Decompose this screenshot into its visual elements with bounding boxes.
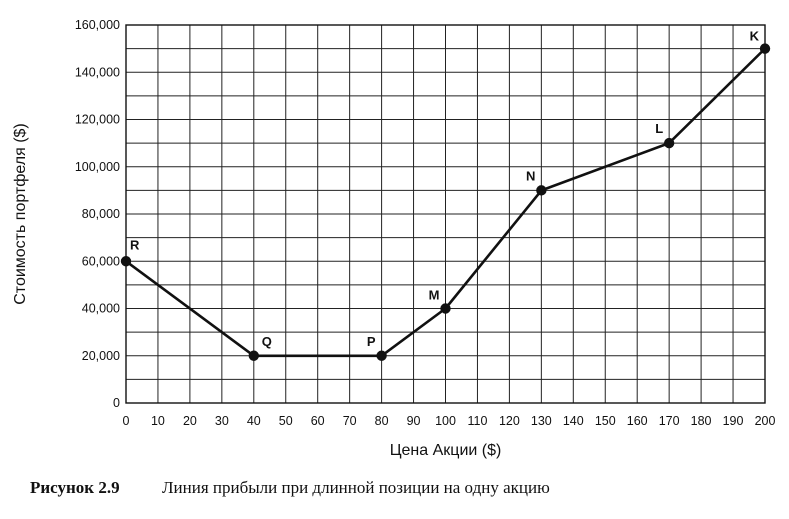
data-point-label: N xyxy=(526,168,535,183)
x-tick-label: 170 xyxy=(659,414,680,428)
data-point-n xyxy=(536,185,547,196)
x-tick-label: 70 xyxy=(343,414,357,428)
x-axis-ticks: 0 10 20 30 40 50 60 70 80 90 100 110 120 130 140 150 160… xyxy=(123,414,776,428)
x-tick-label: 160 xyxy=(627,414,648,428)
data-point-label: L xyxy=(655,121,663,136)
x-tick-label: 110 xyxy=(467,414,487,428)
figure-caption-text: Линия прибыли при длинной позиции на одн… xyxy=(162,478,550,497)
x-tick-label: 30 xyxy=(215,414,229,428)
data-point-label: M xyxy=(429,288,440,303)
data-points: R Q P M N L K xyxy=(120,29,771,361)
x-tick-label: 200 xyxy=(755,414,776,428)
data-point-r xyxy=(120,256,132,267)
y-tick-label: 140,000 xyxy=(75,65,120,79)
figure-caption: Рисунок 2.9 Линия прибыли при длинной поз… xyxy=(30,478,550,498)
data-point-k xyxy=(759,43,771,54)
x-tick-label: 100 xyxy=(435,414,456,428)
data-point-q xyxy=(248,350,259,361)
data-point-l xyxy=(663,137,675,149)
data-point-p xyxy=(376,350,387,361)
x-tick-label: 120 xyxy=(499,414,520,428)
y-tick-label: 80,000 xyxy=(82,207,120,221)
x-axis-label: Цена Акции ($) xyxy=(390,442,502,459)
x-tick-label: 130 xyxy=(531,414,552,428)
x-tick-label: 50 xyxy=(279,414,293,428)
x-tick-label: 150 xyxy=(595,414,616,428)
y-tick-label: 120,000 xyxy=(75,113,120,127)
y-tick-label: 20,000 xyxy=(82,349,120,363)
data-point-m xyxy=(440,303,451,314)
y-tick-label: 100,000 xyxy=(75,160,120,174)
x-tick-label: 180 xyxy=(691,414,712,428)
x-tick-label: 0 xyxy=(123,414,130,428)
y-tick-label: 0 xyxy=(113,396,120,410)
x-tick-label: 80 xyxy=(375,414,389,428)
data-point-label: Q xyxy=(262,334,272,349)
x-tick-label: 90 xyxy=(407,414,421,428)
x-tick-label: 60 xyxy=(311,414,325,428)
y-tick-label: 60,000 xyxy=(82,254,120,268)
y-axis-ticks: 0 20,000 40,000 60,000 80,000 100,000 120,000 1… xyxy=(75,18,120,410)
y-tick-label: 40,000 xyxy=(82,302,120,316)
x-tick-label: 20 xyxy=(183,414,197,428)
profit-line-chart: 0 10 20 30 40 50 60 70 80 90 100 110 120 130 140 150 160… xyxy=(12,18,776,459)
plot-frame xyxy=(125,24,766,404)
x-tick-label: 140 xyxy=(563,414,584,428)
data-point-label: P xyxy=(367,334,376,349)
data-point-label: K xyxy=(750,29,760,44)
grid xyxy=(125,24,766,404)
y-axis-label: Стоимость портфеля ($) xyxy=(12,123,29,305)
figure-number: Рисунок 2.9 xyxy=(30,478,120,497)
x-tick-label: 190 xyxy=(723,414,744,428)
x-tick-label: 10 xyxy=(151,414,165,428)
y-tick-label: 160,000 xyxy=(75,18,120,32)
data-point-label: R xyxy=(130,237,140,252)
x-tick-label: 40 xyxy=(247,414,261,428)
